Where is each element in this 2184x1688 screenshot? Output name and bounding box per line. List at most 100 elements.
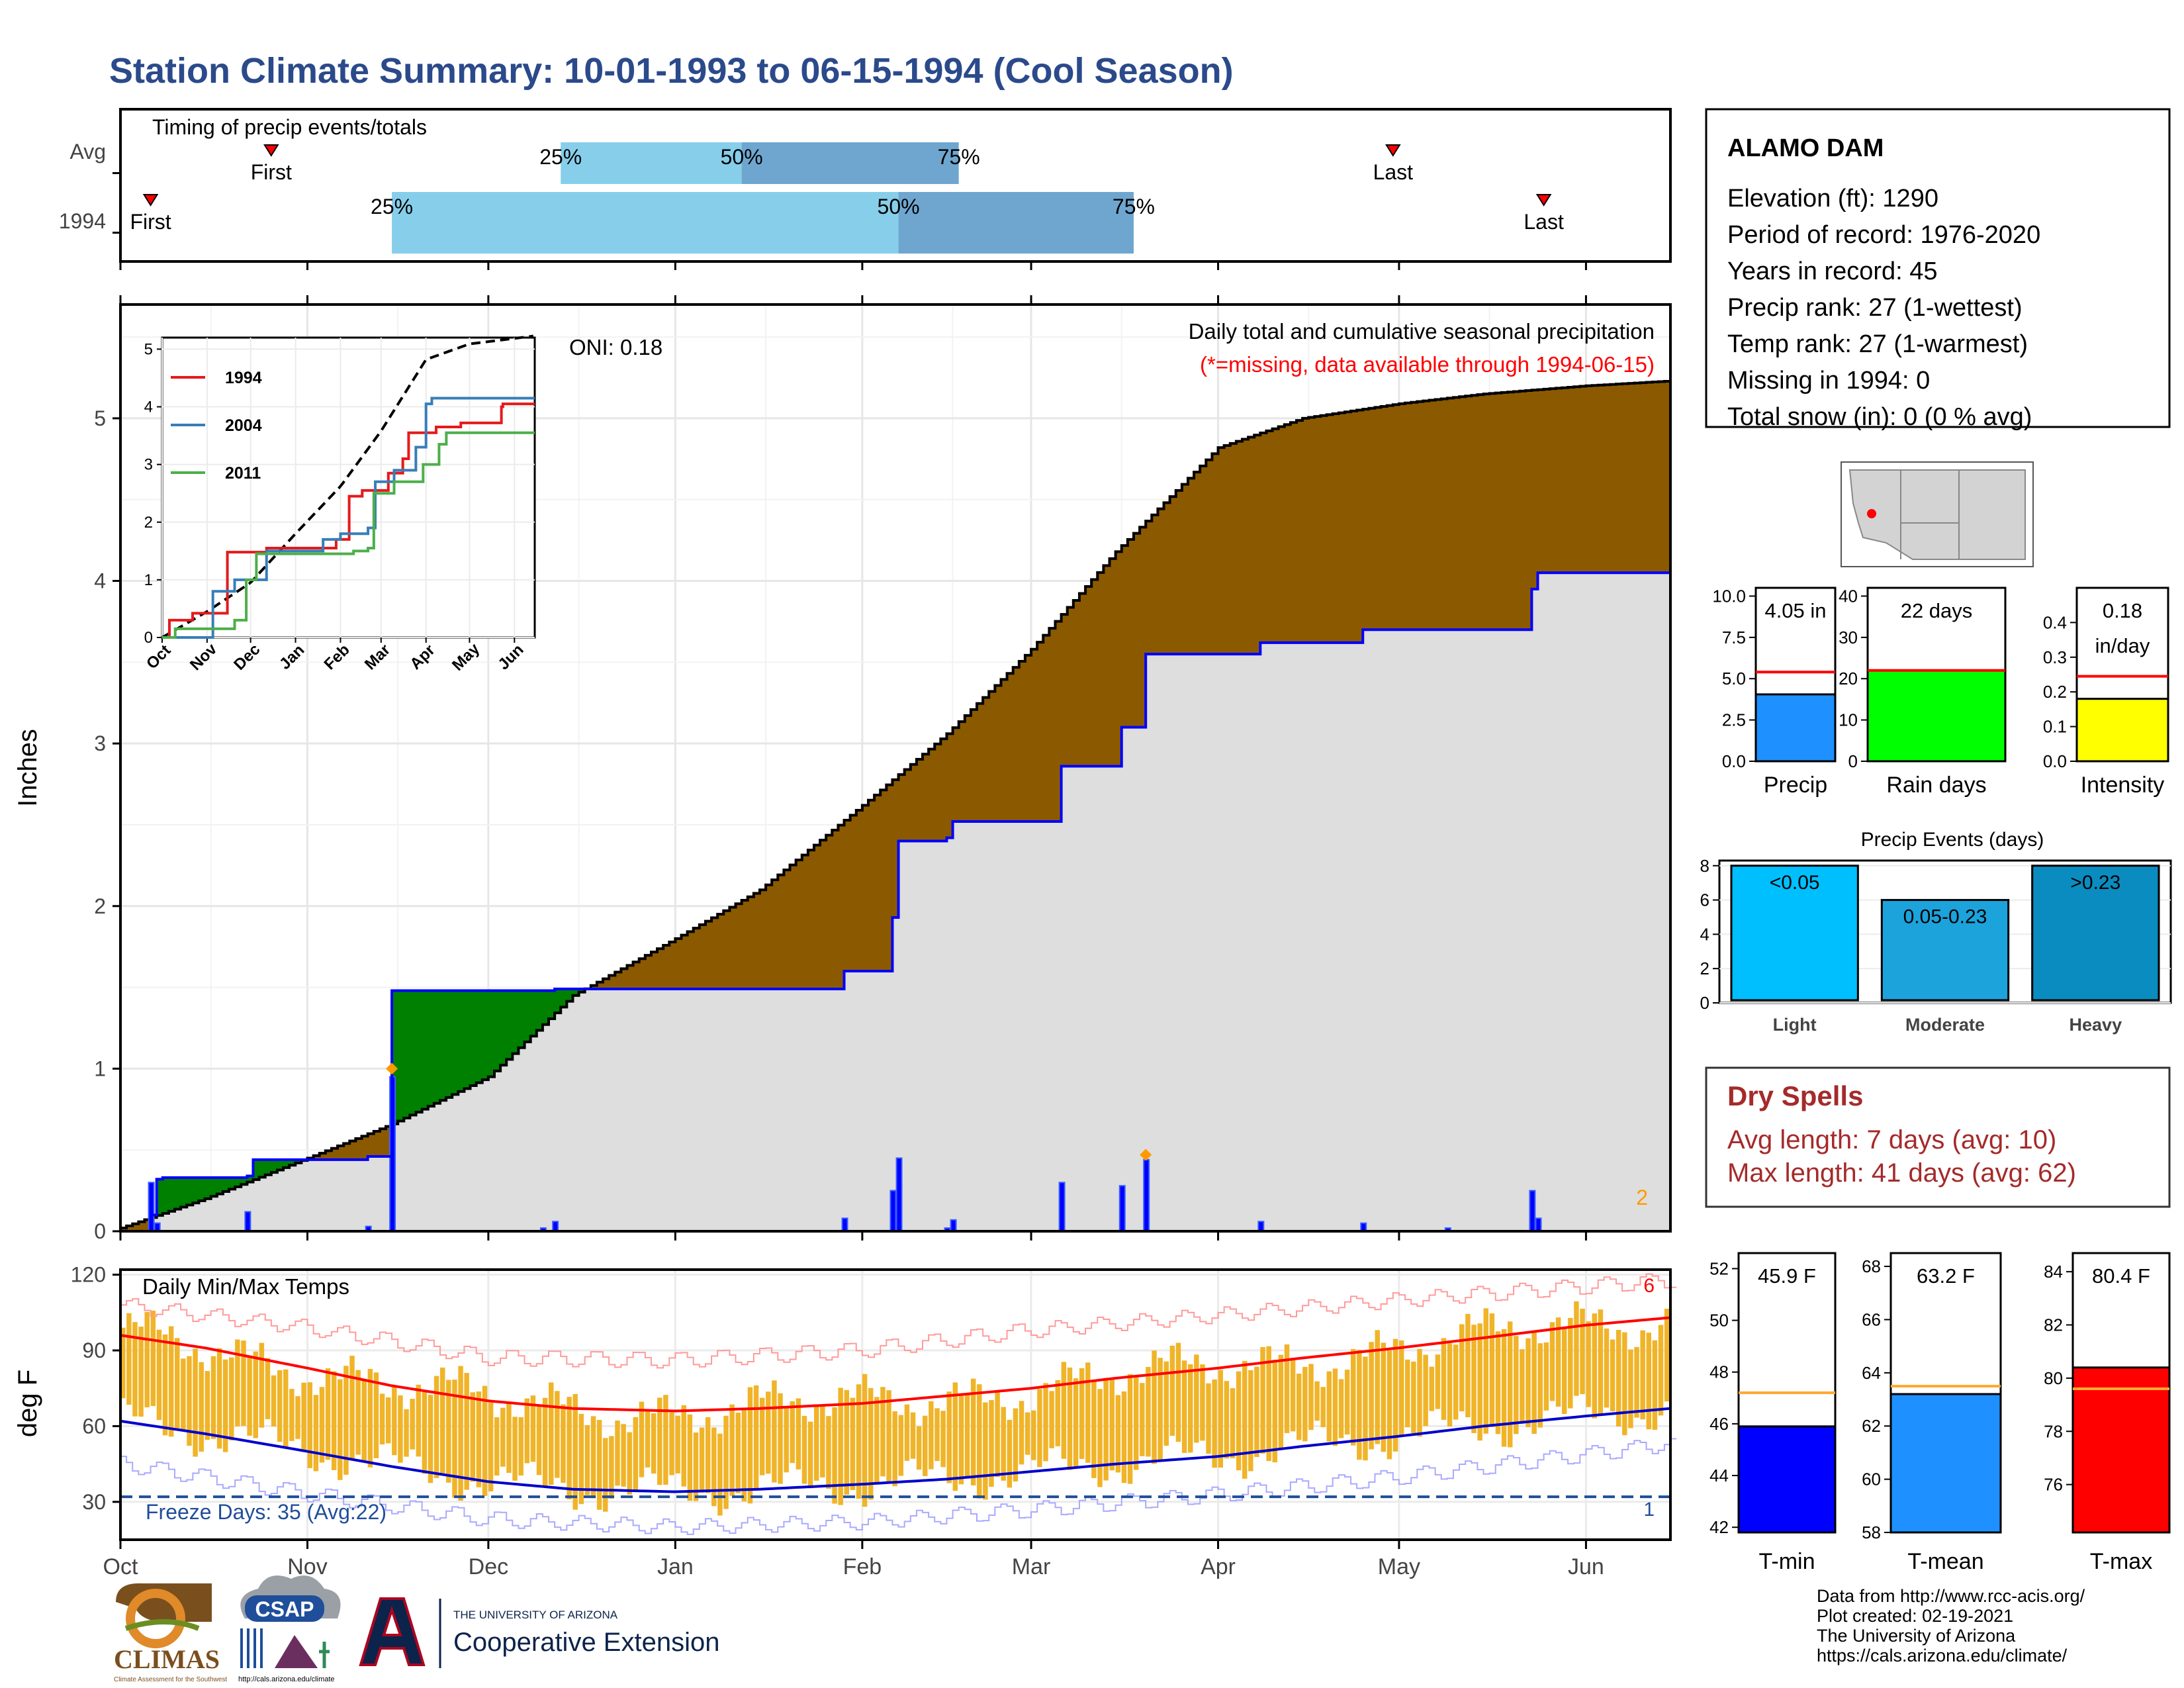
temp-bar-241 [1574,1301,1579,1396]
inset-ytick-label-5: 5 [144,340,153,358]
temp-bar-240 [1568,1317,1573,1409]
locator-map [1841,461,2034,567]
panel-tick-label-Intensity-0: 0.0 [2043,751,2067,771]
temp-bar-83 [621,1424,626,1487]
temp-bar-150 [1024,1412,1030,1455]
panel-tick-label-T-max-1: 78 [2044,1421,2063,1441]
temp-bar-199 [1320,1387,1326,1427]
panel-label-T-min: T-min [1759,1549,1815,1574]
main-ytick-label-5: 5 [94,406,106,430]
temp-bar-214 [1411,1361,1416,1433]
temp-bar-34 [325,1368,331,1460]
panel-tick-label-T-mean-1: 60 [1862,1470,1881,1489]
climas-subtext: Climate Assessment for the Southwest [114,1676,227,1683]
temp-bar-81 [609,1436,614,1499]
temp-bar-45 [392,1387,397,1456]
temp-bar-167 [1127,1374,1133,1484]
ua-block-a-icon [359,1597,426,1666]
panel-Precip: 0.0 2.5 5.0 7.5 10.0 4.05 in Precip [1712,586,1837,798]
temp-bar-10 [181,1358,186,1432]
temp-bar-27 [283,1369,289,1448]
temp-bar-220 [1447,1343,1453,1427]
temp-bar-19 [235,1339,240,1427]
temp-bar-211 [1392,1338,1398,1452]
temp-bar-179 [1200,1364,1205,1441]
inset-average-line [161,334,534,639]
temp-bar-127 [886,1390,891,1483]
temp-bar-89 [657,1397,662,1485]
temp-bar-126 [880,1387,886,1477]
temp-bar-103 [741,1407,747,1502]
events-tick-label-2: 4 [1700,924,1709,944]
temp-bar-56 [458,1366,463,1501]
inset-ytick-label-1: 1 [144,571,153,589]
daily-precip-bar-9 [895,1157,903,1232]
temp-bar-216 [1423,1354,1428,1427]
temp-bar-254 [1652,1340,1658,1430]
temp-bar-177 [1187,1364,1193,1453]
temp-bar-222 [1459,1324,1465,1412]
panel-bar-Precip [1754,693,1837,763]
temp-bar-235 [1537,1343,1543,1428]
temp-bar-39 [355,1370,361,1455]
temp-bar-114 [807,1421,813,1489]
timing-q25-avg: 25% [539,145,582,169]
temp-bar-155 [1055,1380,1060,1446]
panel-label-Rain days: Rain days [1886,773,1986,798]
ua-small-text: THE UNIVERSITY OF ARIZONA [453,1609,618,1621]
timing-last-marker-1994 [1535,194,1552,207]
temp-bar-189 [1260,1347,1265,1454]
events-tick-label-3: 6 [1700,890,1709,910]
panel-tick-label-Precip-0: 0.0 [1722,751,1746,771]
temp-bar-149 [1019,1401,1024,1465]
temp-bar-169 [1140,1383,1145,1456]
temp-ytick-label-3: 120 [71,1263,106,1287]
events-bar-moderate [1880,899,2010,1002]
timing-bar-50-75-1994 [898,192,1134,254]
temp-bar-142 [977,1384,982,1499]
temp-bar-14 [205,1371,210,1440]
temp-bar-206 [1363,1356,1368,1461]
average-cumulative-line [120,379,1672,1230]
temp-bar-152 [1037,1389,1042,1468]
temp-bar-162 [1097,1389,1103,1487]
temp-bar-0 [120,1327,126,1399]
temp-bar-115 [813,1406,819,1481]
inset-legend-label-2011: 2011 [225,464,261,483]
temp-bar-9 [175,1338,180,1430]
temp-bar-4 [144,1311,150,1408]
panel-T-min: 42 44 46 48 50 52 45.9 F T-min [1709,1252,1837,1574]
temp-bar-128 [892,1411,897,1487]
temp-bar-88 [651,1413,657,1474]
temp-bar-120 [844,1389,850,1495]
temp-bar-48 [410,1399,415,1450]
temp-bar-62 [494,1417,500,1476]
temp-bar-80 [603,1438,608,1512]
panel-value-Precip: 4.05 in [1764,599,1826,622]
temp-bar-245 [1598,1309,1604,1416]
temp-bar-51 [428,1395,433,1483]
credits: Data from http://www.rcc-acis.org/ Plot … [1817,1586,2085,1665]
temp-bar-44 [385,1397,391,1444]
temp-bar-68 [530,1395,536,1462]
temp-xtick-label-5: Mar [1012,1554,1051,1579]
temp-bar-73 [561,1404,566,1483]
temp-bar-53 [439,1367,445,1474]
timing-first-label-1994: First [130,210,171,234]
timing-bar-25-50-1994 [392,192,899,254]
temp-bar-107 [766,1391,771,1474]
temp-bar-47 [404,1409,409,1457]
station-missing: Missing in 1994: 0 [1727,367,1930,395]
panel-tick-label-Precip-2: 5.0 [1722,669,1746,688]
timing-row-label-avg: Avg [69,140,106,164]
inset-legend-label-2004: 2004 [225,416,262,435]
temp-bar-221 [1453,1344,1459,1420]
temp-bar-224 [1471,1325,1477,1433]
main-plot-frame [119,303,1672,1233]
temp-xtick-label-7: May [1378,1554,1420,1579]
temp-bar-176 [1181,1360,1187,1453]
temp-bar-232 [1520,1349,1525,1424]
map-states [1848,469,2026,560]
panel-tick-label-Intensity-3: 0.3 [2043,647,2067,667]
